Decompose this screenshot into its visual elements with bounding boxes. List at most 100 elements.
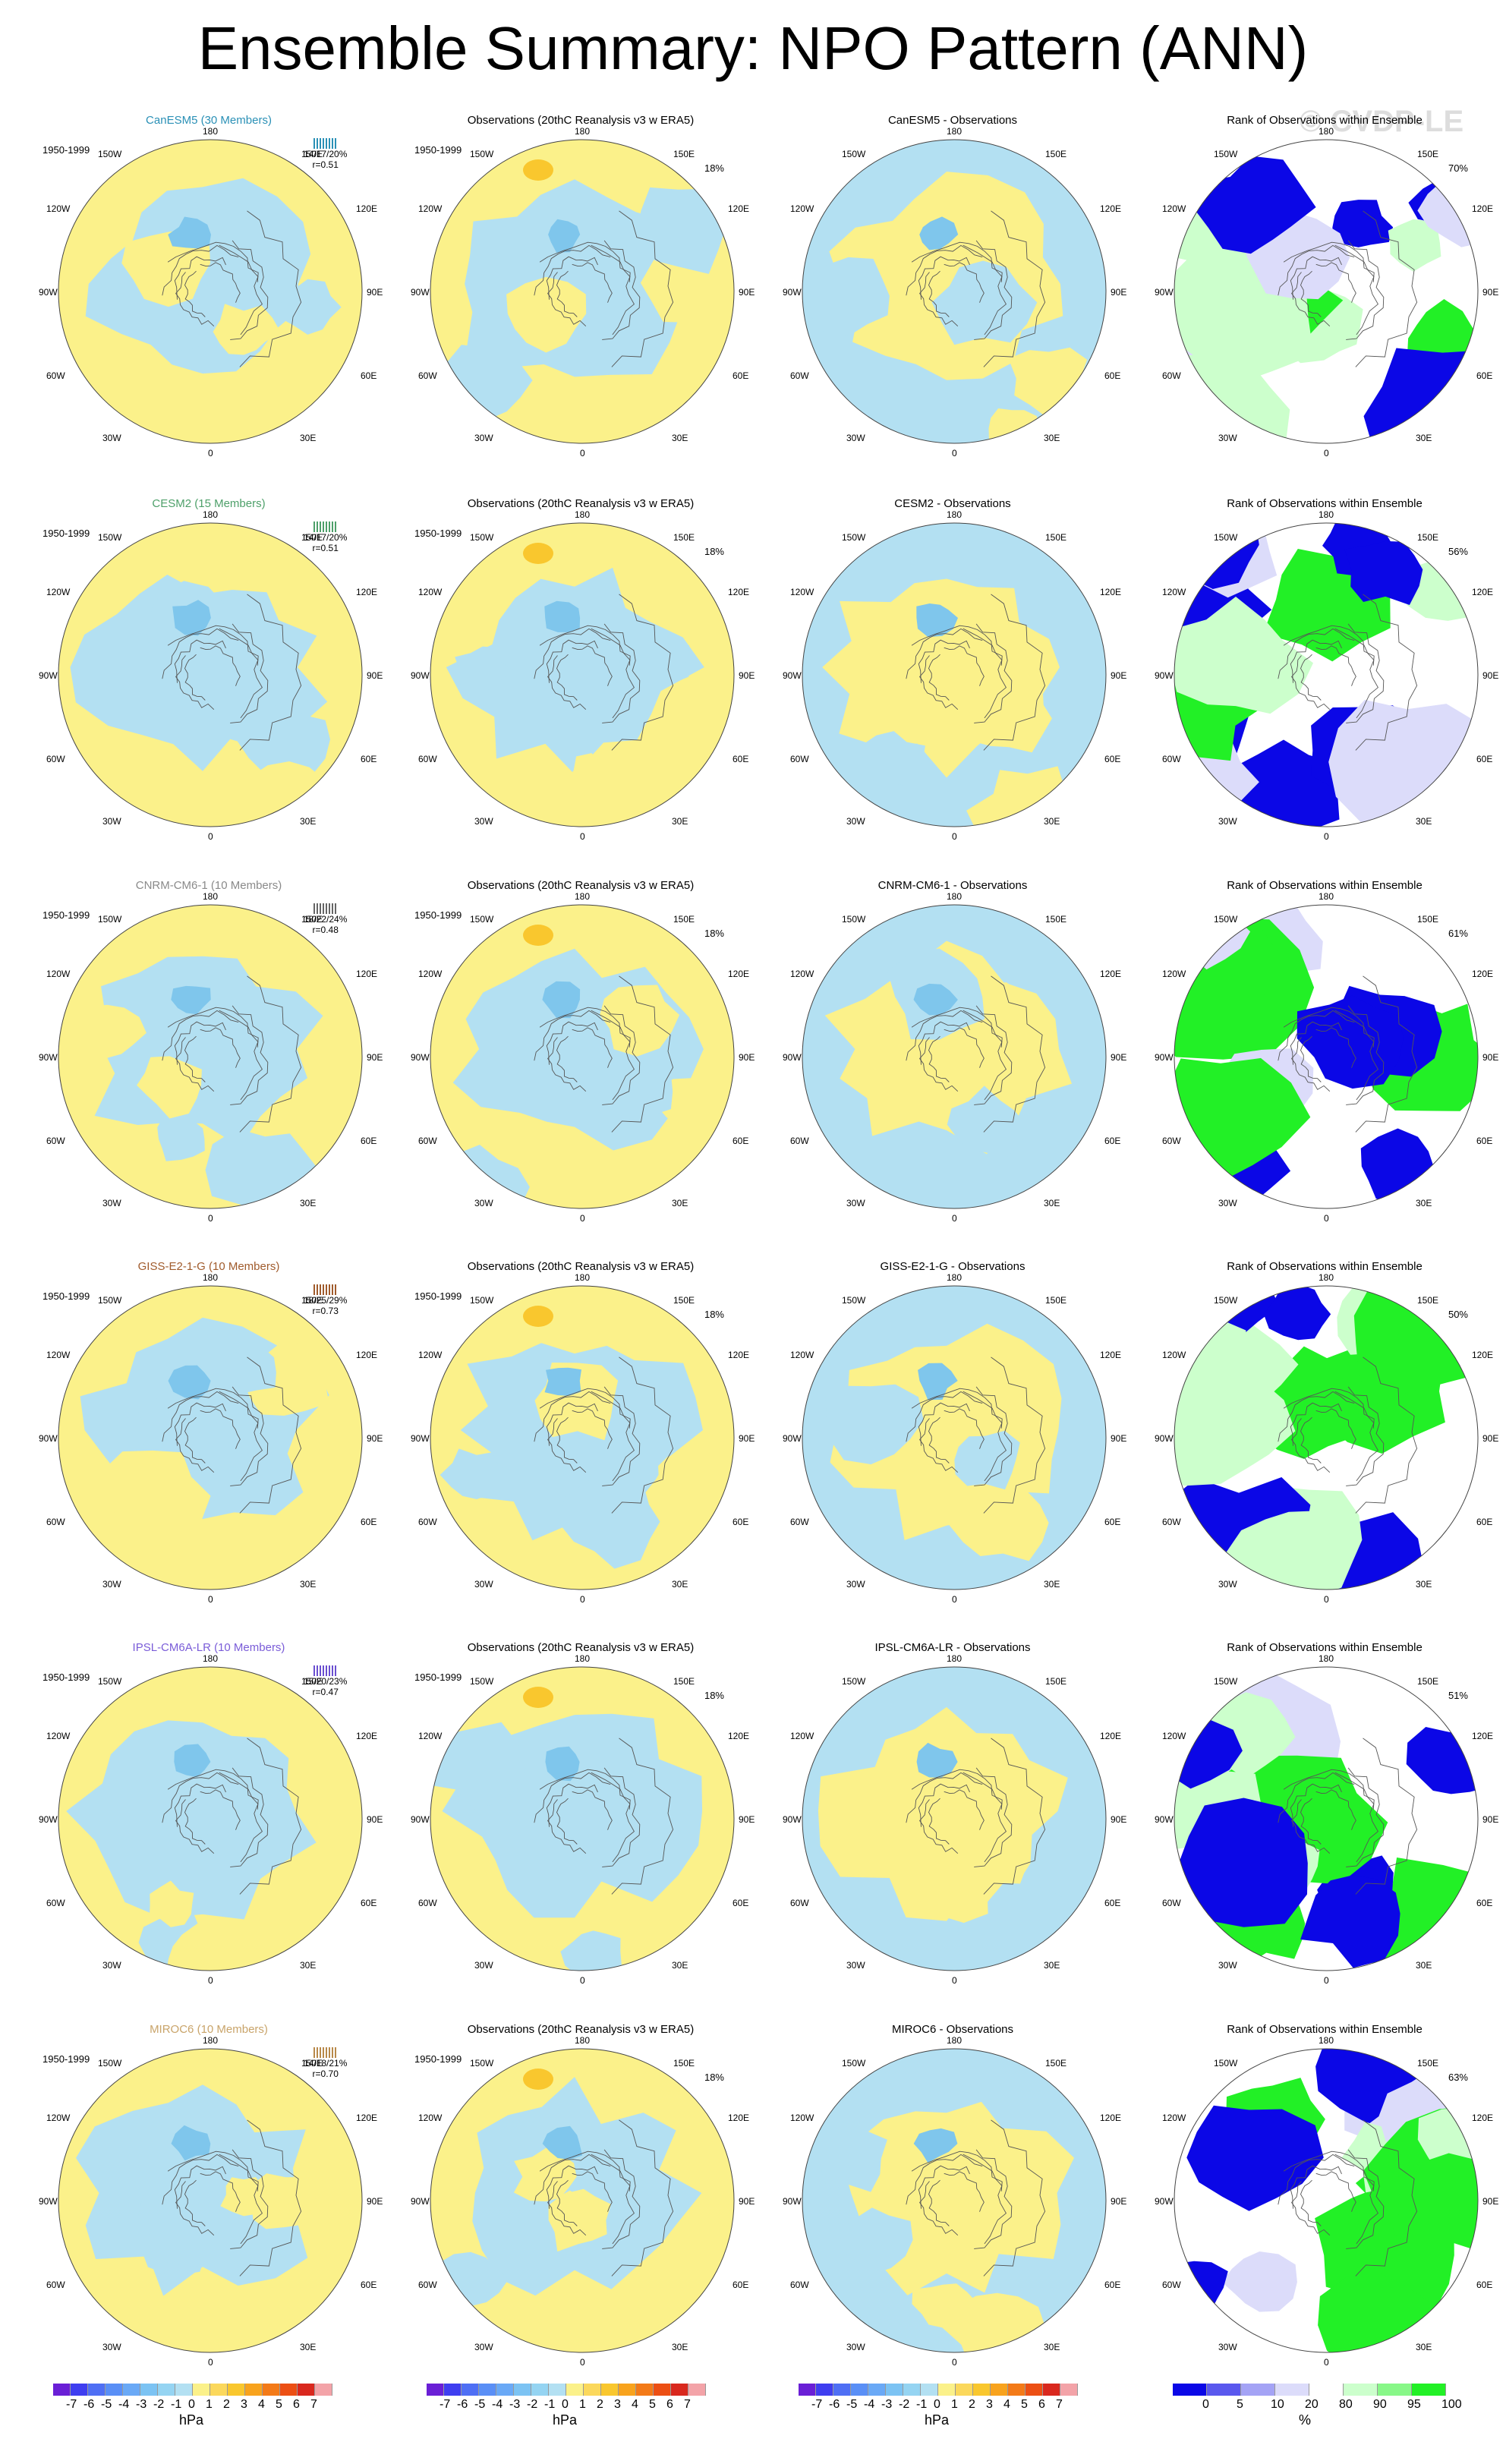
diff-panel: 180 150W 150E 120W 120E 90W 90E 60W 60E 30W 30E 0 Ca… (774, 88, 1131, 468)
lon-label: 120E (1472, 2113, 1494, 2123)
lon-label: 90W (783, 1433, 802, 1444)
lon-label: 60W (418, 1517, 437, 1527)
lon-label: 150E (1417, 149, 1439, 159)
colorbar-tick-label: -1 (916, 2398, 928, 2411)
lon-label: 90W (411, 287, 430, 298)
lon-label: 90W (39, 1433, 58, 1444)
lon-label: 150W (1214, 2058, 1238, 2069)
lon-label: 90W (1155, 1052, 1174, 1063)
pattern-correlation: r=0.51 (312, 543, 339, 553)
lon-label: 30E (672, 1198, 688, 1208)
period-label: 1950-1999 (43, 144, 90, 156)
lon-label: 120E (356, 203, 378, 214)
lon-label: 60W (790, 754, 809, 764)
lon-label: 0 (1324, 1213, 1329, 1224)
lon-label: 0 (1324, 448, 1329, 458)
lon-label: 60E (1476, 2280, 1493, 2290)
lon-label: 30W (474, 1198, 493, 1208)
lon-label: 30W (1218, 1579, 1237, 1590)
lon-label: 0 (1324, 831, 1329, 842)
lon-label: 30W (102, 1960, 121, 1971)
lon-label: 150E (673, 149, 695, 159)
colorbar-tick-label: -7 (66, 2398, 77, 2411)
lon-label: 30W (474, 1960, 493, 1971)
lon-label: 150W (1214, 914, 1238, 925)
lon-label: 30E (300, 1579, 317, 1590)
obs-percent: 18% (704, 1690, 724, 1701)
rank-percent: 61% (1448, 928, 1468, 939)
colorbar-tick-label: -2 (153, 2398, 165, 2411)
lon-label: 60W (46, 1136, 65, 1146)
lon-label: 30W (102, 2342, 121, 2352)
diff-panel: 180 150W 150E 120W 120E 90W 90E 60W 60E 30W 30E 0 GI… (774, 1234, 1131, 1614)
lon-label: 150W (98, 1295, 122, 1306)
obs-percent: 18% (704, 928, 724, 939)
lon-label: 30W (102, 1579, 121, 1590)
colorbar-tick-label: -5 (846, 2398, 858, 2411)
model-panel: 180 150W 150E 120W 120E 90W 90E 60W 60E 30W 30E 0 IP… (30, 1615, 387, 1995)
lon-label: 30E (672, 816, 688, 827)
stats-percent: 18/22/24% (304, 914, 348, 925)
lon-label: 150W (98, 149, 122, 159)
member-ticks (304, 903, 347, 914)
obs-title: Observations (20thC Reanalysis v3 w ERA5… (467, 497, 695, 510)
colorbar-tick-label: -5 (474, 2398, 486, 2411)
lon-label: 90W (783, 2196, 802, 2207)
lon-label: 120E (356, 2113, 378, 2123)
lon-label: 120W (1162, 2113, 1186, 2123)
colorbar-tick-label: 7 (1056, 2398, 1063, 2411)
lon-label: 180 (575, 509, 591, 520)
lon-label: 90E (367, 2196, 383, 2207)
colorbar-tick-label: 5 (276, 2398, 282, 2411)
lon-label: 120E (1100, 969, 1122, 979)
lon-label: 150E (1045, 2058, 1067, 2069)
lon-label: 90E (1482, 2196, 1499, 2207)
lon-label: 0 (952, 1975, 957, 1986)
lon-label: 60W (46, 2280, 65, 2290)
model-panel: 180 150W 150E 120W 120E 90W 90E 60W 60E 30W 30E 0 Ca… (30, 88, 387, 468)
lon-label: 90E (1482, 1052, 1499, 1063)
colorbar-tick-label: 80 (1339, 2398, 1353, 2411)
lon-label: 60W (1162, 1517, 1181, 1527)
lon-label: 120E (1472, 969, 1494, 979)
lon-label: 150E (1045, 1676, 1067, 1687)
lon-label: 180 (575, 1272, 591, 1283)
obs-percent: 18% (704, 162, 724, 174)
lon-label: 150W (470, 1295, 494, 1306)
lon-label: 90E (1482, 670, 1499, 681)
lon-label: 120E (356, 969, 378, 979)
lon-label: 30W (846, 1579, 865, 1590)
lon-label: 30E (1044, 816, 1060, 827)
diff-title: CanESM5 - Observations (887, 114, 1018, 127)
lon-label: 150E (673, 2058, 695, 2069)
stats-percent: 18/25/29% (304, 1295, 348, 1306)
lon-label: 120W (1162, 969, 1186, 979)
lon-label: 180 (947, 2035, 963, 2046)
lon-label: 90W (1155, 287, 1174, 298)
colorbar-tick-label: 0 (934, 2398, 940, 2411)
lon-label: 60E (733, 370, 749, 381)
colorbar-hpa: -7 -6 -5 -4 -3 -2 -1 0 1 2 3 4 5 6 7 hPa (53, 2384, 332, 2428)
polar-map (1174, 139, 1479, 444)
rank-percent: 63% (1448, 2072, 1468, 2083)
lon-label: 60E (1476, 1136, 1493, 1146)
lon-label: 0 (952, 2357, 957, 2368)
colorbar-tick-label: -6 (457, 2398, 468, 2411)
polar-map (802, 904, 1107, 1209)
lon-label: 60E (1104, 754, 1121, 764)
colorbar-tick-label: -3 (881, 2398, 893, 2411)
lon-label: 120W (1162, 587, 1186, 597)
lon-label: 180 (203, 126, 219, 137)
colorbar-unit: hPa (553, 2412, 578, 2428)
lon-label: 0 (208, 2357, 213, 2368)
lon-label: 60E (361, 2280, 377, 2290)
lon-label: 60E (733, 754, 749, 764)
polar-map (58, 522, 363, 827)
lon-label: 30E (1416, 2342, 1432, 2352)
lon-label: 90W (39, 2196, 58, 2207)
lon-label: 180 (947, 126, 963, 137)
obs-panel: 180 150W 150E 120W 120E 90W 90E 60W 60E 30W 30E 0 Ob… (402, 1615, 759, 1995)
colorbar-tick-label: 3 (241, 2398, 247, 2411)
lon-label: 120W (46, 2113, 71, 2123)
colorbar-tick-label: -7 (440, 2398, 451, 2411)
